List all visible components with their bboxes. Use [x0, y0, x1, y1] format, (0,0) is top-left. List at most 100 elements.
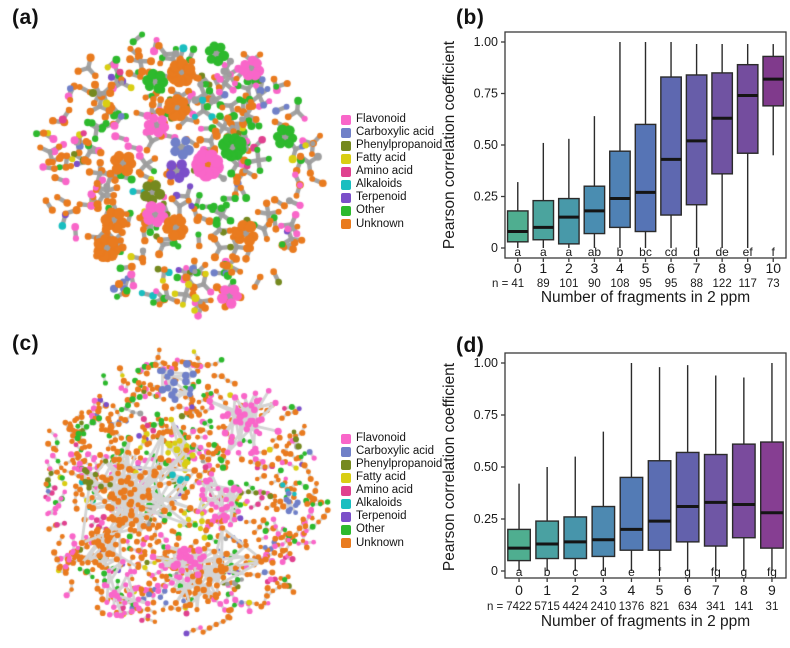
x-tick-label: 5: [642, 260, 650, 276]
flavonoid-color-swatch: [341, 433, 351, 444]
legend-label: Alkaloids: [356, 178, 403, 191]
x-tick-label: 3: [599, 582, 607, 598]
sig-letter: a: [514, 245, 521, 259]
legend-label: Fatty acid: [356, 152, 406, 165]
legend-item-other: Other: [341, 524, 442, 537]
sig-letter: a: [516, 565, 523, 579]
box: [711, 72, 734, 175]
legend-label: Terpenoid: [356, 191, 407, 204]
n-value: 7422: [506, 601, 532, 613]
n-value: 634: [678, 601, 698, 613]
n-value: 108: [610, 278, 629, 290]
n-value: 141: [734, 601, 753, 613]
box: [591, 505, 616, 558]
n-prefix: n =: [492, 278, 509, 290]
x-tick-label: 2: [565, 260, 573, 276]
legend-item-alkaloid: Alkaloids: [341, 497, 442, 510]
sig-letter: b: [544, 565, 551, 579]
other-color-swatch: [341, 206, 351, 217]
n-prefix: n =: [487, 601, 504, 613]
legend-item-flavonoid: Flavonoid: [341, 113, 442, 126]
x-tick-label: 0: [515, 582, 523, 598]
x-tick-label: 1: [539, 260, 547, 276]
legend-label: Amino acid: [356, 165, 413, 178]
panel-b-label: (b): [456, 6, 485, 29]
legend-label: Unknown: [356, 536, 404, 549]
box: [731, 443, 756, 539]
y-tick-label: 0.25: [474, 512, 498, 526]
x-tick-label: 5: [656, 582, 664, 598]
amino-color-swatch: [341, 166, 351, 177]
unknown-color-swatch: [341, 538, 351, 549]
legend-item-terpenoid: Terpenoid: [341, 192, 442, 205]
legend-item-fatty: Fatty acid: [341, 152, 442, 165]
legend-item-fatty: Fatty acid: [341, 471, 442, 484]
box: [762, 55, 785, 107]
legend-item-amino: Amino acid: [341, 165, 442, 178]
x-tick-label: 9: [744, 260, 752, 276]
box: [703, 453, 728, 547]
box: [507, 528, 531, 562]
flavonoid-color-swatch: [341, 114, 351, 125]
legend-label: Alkaloids: [356, 497, 403, 510]
x-tick-label: 9: [768, 582, 776, 598]
legend-item-carboxylic: Carboxylic acid: [341, 126, 442, 139]
y-tick-label: 0.75: [474, 87, 498, 101]
n-value: 31: [766, 601, 779, 613]
network-c-molecular-network: [0, 330, 340, 648]
x-tick-label: 3: [591, 260, 599, 276]
legend-item-other: Other: [341, 205, 442, 218]
amino-color-swatch: [341, 485, 351, 496]
sig-letter: fg: [767, 565, 777, 579]
x-tick-label: 1: [543, 582, 551, 598]
n-value: 5715: [534, 601, 560, 613]
box: [660, 76, 682, 216]
alkaloid-color-swatch: [341, 499, 351, 510]
x-tick-label: 4: [628, 582, 636, 598]
sig-letter: bc: [639, 245, 652, 259]
y-tick-label: 0.25: [474, 190, 498, 204]
other-color-swatch: [341, 525, 351, 536]
x-tick-label: 6: [684, 582, 692, 598]
x-tick-label: 0: [514, 260, 522, 276]
fatty-color-swatch: [341, 153, 351, 164]
phenylpropanoid-color-swatch: [341, 140, 351, 151]
box: [563, 516, 588, 560]
legend-label: Other: [356, 204, 385, 217]
terpenoid-color-swatch: [341, 512, 351, 523]
n-value: 341: [706, 601, 725, 613]
box: [760, 441, 784, 549]
sig-letter: e: [628, 565, 635, 579]
sig-letter: de: [715, 245, 729, 259]
legend-item-unknown: Unknown: [341, 218, 442, 231]
y-tick-label: 1.00: [474, 356, 498, 370]
x-axis-title: Number of fragments in 2 ppm: [541, 613, 750, 630]
x-tick-label: 2: [571, 582, 579, 598]
legend-a: Flavonoid Carboxylic acid Phenylpropanoid F…: [341, 113, 442, 231]
box: [736, 63, 759, 154]
box: [532, 199, 555, 241]
n-value: 73: [767, 278, 780, 290]
sig-letter: d: [600, 565, 607, 579]
legend-item-amino: Amino acid: [341, 484, 442, 497]
legend-label: Flavonoid: [356, 112, 406, 125]
sig-letter: a: [566, 245, 573, 259]
legend-label: Other: [356, 523, 385, 536]
n-value: 95: [639, 278, 652, 290]
sig-letter: cd: [665, 245, 678, 259]
x-tick-label: 6: [667, 260, 675, 276]
alkaloid-color-swatch: [341, 180, 351, 191]
carboxylic-color-swatch: [341, 446, 351, 457]
legend-c: Flavonoid Carboxylic acid Phenylpropanoid F…: [341, 432, 442, 550]
sig-letter: d: [693, 245, 700, 259]
legend-label: Flavonoid: [356, 431, 406, 444]
n-value: 89: [537, 278, 550, 290]
n-value: 1376: [619, 601, 645, 613]
sig-letter: ab: [588, 245, 602, 259]
x-tick-label: 10: [765, 260, 781, 276]
box: [557, 197, 580, 245]
legend-label: Fatty acid: [356, 471, 406, 484]
y-tick-label: 0.75: [474, 408, 498, 422]
n-value: 41: [511, 278, 524, 290]
